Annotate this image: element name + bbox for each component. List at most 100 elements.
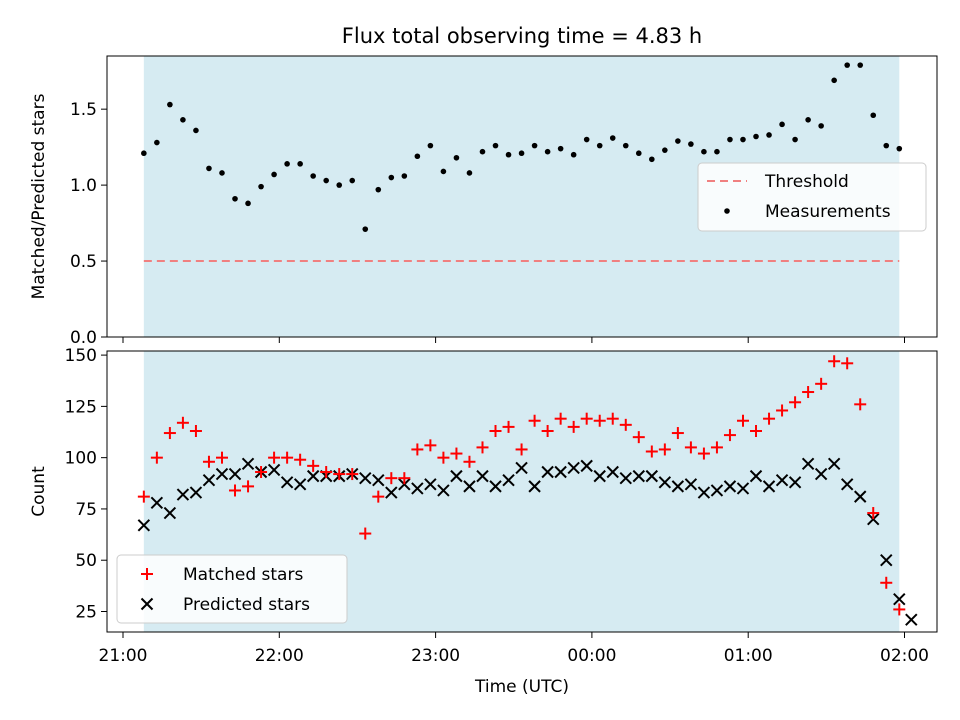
- matched-star-point: [528, 414, 541, 427]
- measurement-point: [714, 148, 720, 155]
- measurement-point: [544, 148, 551, 155]
- measurement-point: [557, 145, 564, 152]
- measurement-point: [870, 112, 877, 119]
- measurement-point: [193, 127, 199, 134]
- matched-star-point: [411, 443, 424, 456]
- measurement-point: [662, 147, 668, 153]
- ratio-panel: 0.0 0.5 1.0 1.5 Matched/Predicted stars Thres…: [29, 55, 938, 348]
- legend-matched-swatch: [141, 568, 153, 580]
- x-tick-label: 02:00: [880, 646, 929, 666]
- measurement-point: [779, 121, 785, 128]
- predicted-star-point: [215, 467, 229, 481]
- matched-star-point: [867, 507, 880, 520]
- matched-star-point: [385, 472, 398, 485]
- predicted-star-point: [280, 476, 294, 489]
- predicted-star-point: [528, 480, 541, 493]
- x-tick-label: 22:00: [255, 646, 304, 666]
- matched-star-point: [580, 412, 593, 425]
- matched-star-point: [502, 420, 515, 433]
- count-panel: 25 50 75 100 125 150 Count 21:00 22:00 23:00 00:00…: [29, 346, 938, 666]
- predicted-star-point: [893, 592, 906, 606]
- measurement-point: [349, 177, 356, 184]
- matched-star-point: [541, 424, 554, 437]
- matched-star-point: [736, 414, 749, 427]
- measurement-point: [232, 195, 238, 202]
- y-tick-label: 25: [75, 602, 97, 622]
- matched-star-point: [255, 466, 268, 479]
- predicted-star-point: [554, 465, 567, 479]
- matched-star-point: [802, 386, 815, 399]
- measurement-point: [831, 77, 837, 84]
- matched-star-point: [307, 459, 320, 472]
- predicted-star-point: [437, 484, 450, 497]
- axes-frame: [106, 55, 938, 338]
- measurement-point: [518, 150, 525, 157]
- matched-star-point: [242, 480, 255, 493]
- measurement-point: [258, 183, 264, 190]
- y-axis-label: Count: [29, 466, 49, 517]
- matched-star-point: [854, 398, 867, 411]
- measurement-point: [453, 154, 460, 161]
- measurement-point: [596, 142, 603, 149]
- matched-star-point: [163, 427, 176, 440]
- measurement-point: [180, 116, 186, 123]
- measurement-point: [792, 136, 798, 143]
- measurement-point: [206, 165, 212, 172]
- matched-star-point: [763, 412, 776, 425]
- predicted-star-point: [450, 469, 463, 483]
- measurement-point: [245, 200, 251, 207]
- predicted-star-point: [580, 459, 593, 473]
- predicted-star-point: [749, 469, 763, 483]
- legend-measurement-swatch: [724, 208, 730, 214]
- matched-star-point: [229, 484, 242, 497]
- matched-star-point: [671, 427, 684, 440]
- measurement-point: [466, 170, 473, 176]
- matched-star-point: [294, 453, 307, 466]
- measurement-point: [883, 142, 890, 149]
- matched-star-point: [346, 468, 359, 481]
- x-tick-label: 21:00: [99, 646, 148, 666]
- measurement-point: [427, 142, 434, 149]
- matched-star-point: [424, 439, 437, 452]
- y-tick-label: 100: [65, 449, 97, 469]
- predicted-star-point: [541, 465, 554, 479]
- legend-box: [697, 162, 927, 232]
- measurement-point: [440, 168, 447, 175]
- legend-predicted-label: Predicted stars: [183, 595, 310, 615]
- predicted-star-point: [723, 480, 737, 493]
- measurement-point: [401, 173, 408, 179]
- measurement-point: [336, 182, 343, 188]
- y-tick-label: 0.5: [70, 252, 97, 272]
- matched-star-point: [137, 490, 150, 503]
- predicted-star-point: [775, 474, 789, 487]
- matched-star-point: [476, 441, 489, 454]
- matched-star-point: [841, 357, 854, 370]
- measurement-point: [414, 153, 421, 160]
- measurement-point: [531, 142, 538, 149]
- legend: Threshold Measurements: [697, 162, 927, 232]
- predicted-star-point: [176, 488, 190, 501]
- predicted-star-point: [645, 469, 659, 483]
- matched-star-point: [684, 441, 697, 454]
- predicted-star-point: [424, 478, 437, 491]
- measurement-point: [583, 136, 590, 143]
- matched-star-point: [202, 455, 215, 468]
- matched-star-point: [320, 466, 333, 479]
- matched-star-point: [593, 414, 606, 427]
- matched-star-point: [398, 472, 411, 485]
- chart-title: Flux total observing time = 4.83 h: [342, 24, 702, 48]
- measurement-point: [154, 139, 160, 146]
- measurement-point: [492, 142, 499, 149]
- measurement-point: [818, 123, 824, 129]
- measurement-point: [219, 170, 225, 176]
- matched-star-point: [281, 451, 294, 464]
- predicted-star-point: [593, 469, 606, 483]
- x-tick-label: 01:00: [724, 646, 773, 666]
- y-tick-label: 1.5: [70, 100, 97, 120]
- predicted-star-point: [515, 461, 528, 475]
- predicted-star-point: [762, 480, 776, 493]
- x-tick-label: 23:00: [411, 646, 460, 666]
- matched-star-point: [776, 404, 789, 417]
- predicted-star-point: [411, 482, 424, 495]
- y-tick-label: 75: [75, 500, 97, 520]
